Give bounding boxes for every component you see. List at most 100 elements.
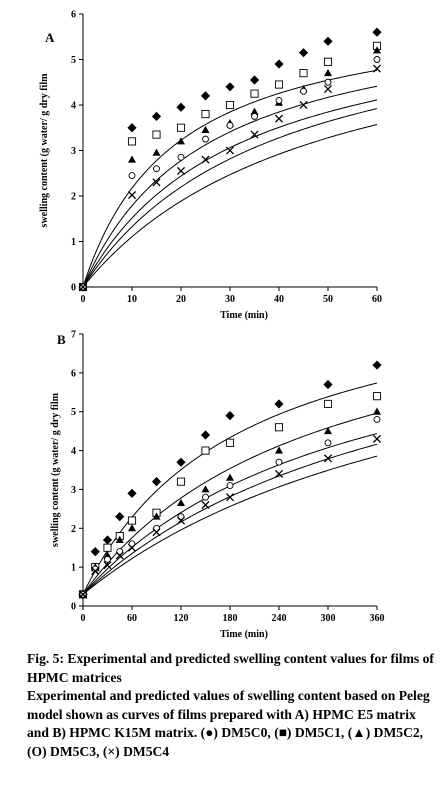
data-point — [102, 535, 113, 545]
data-point — [151, 111, 162, 121]
x-axis-label: Time (min) — [220, 310, 268, 321]
data-point — [275, 446, 283, 454]
data-point — [200, 91, 211, 101]
x-tick-label: 60 — [127, 613, 137, 624]
y-tick-label: 6 — [71, 368, 76, 379]
fit-curve-dm5c3 — [82, 108, 378, 288]
data-point — [128, 172, 136, 179]
data-point — [249, 75, 260, 85]
data-point — [323, 399, 333, 408]
series-dm5c0 — [78, 27, 382, 292]
y-tick-label: 3 — [71, 146, 76, 157]
x-tick-label: 60 — [372, 294, 382, 305]
data-point — [274, 59, 284, 69]
data-point — [104, 555, 111, 563]
data-point — [299, 100, 308, 110]
data-point — [127, 123, 137, 133]
data-point — [201, 446, 210, 455]
data-point — [275, 458, 283, 466]
x-tick-label: 180 — [223, 613, 238, 624]
data-point — [152, 130, 161, 139]
data-point — [200, 430, 211, 440]
data-point — [127, 191, 137, 200]
series-dm5c2 — [79, 407, 381, 598]
data-point — [176, 123, 186, 132]
data-point — [372, 360, 382, 370]
chart-panel-b: B 0 60 120 180 240 300 360 0 1 2 3 4 5 6 7 Time (min) sw… — [50, 330, 385, 641]
fit-curve-dm5c2 — [82, 99, 378, 288]
data-point — [372, 64, 382, 73]
series-dm5c1 — [78, 392, 382, 599]
y-tick-label: 2 — [71, 192, 76, 203]
data-point — [324, 78, 332, 86]
data-point — [201, 110, 210, 119]
data-point — [323, 57, 333, 66]
data-point — [226, 482, 234, 489]
x-tick-label: 0 — [81, 613, 86, 624]
data-point — [201, 155, 210, 164]
x-tick-label: 50 — [323, 294, 333, 305]
y-tick-label: 7 — [71, 330, 76, 341]
y-tick-label: 6 — [71, 10, 76, 21]
fit-curve-dm5c4 — [82, 124, 378, 288]
x-tick-label: 240 — [272, 613, 287, 624]
data-point — [274, 469, 284, 478]
series-dm5c4 — [78, 434, 382, 599]
series-dm5c1 — [78, 41, 382, 292]
data-point — [103, 543, 112, 552]
data-point — [176, 477, 186, 486]
data-point — [274, 423, 284, 432]
x-tick-label: 0 — [81, 294, 86, 305]
data-point — [152, 178, 161, 187]
data-point — [372, 392, 382, 401]
data-point — [177, 153, 185, 161]
y-tick-label: 1 — [71, 237, 76, 248]
data-point — [202, 135, 209, 143]
data-point — [201, 485, 210, 493]
data-point — [274, 114, 284, 123]
data-point — [176, 102, 186, 112]
data-point — [91, 566, 100, 576]
data-point — [128, 155, 136, 163]
data-point — [152, 528, 161, 537]
data-point — [115, 535, 124, 543]
data-point — [323, 454, 333, 463]
y-tick-label: 4 — [71, 446, 76, 457]
data-point — [127, 516, 137, 525]
data-point — [176, 166, 186, 176]
data-point — [324, 426, 332, 435]
y-tick-label: 0 — [71, 283, 76, 294]
chart-panel-a: A 0 10 20 30 40 50 60 0 1 2 3 4 5 6 Time (min) swelling… — [39, 10, 382, 322]
x-tick-label: 20 — [176, 294, 186, 305]
data-point — [298, 48, 309, 58]
data-point — [201, 125, 210, 134]
y-axis-label: swelling content (g water/ g dry film — [50, 392, 61, 547]
data-point — [250, 107, 259, 115]
data-point — [177, 137, 185, 145]
data-point — [275, 96, 283, 104]
y-tick-label: 5 — [71, 55, 76, 66]
data-point — [127, 137, 137, 146]
data-point — [153, 165, 160, 173]
data-point — [177, 498, 185, 507]
data-point — [103, 561, 112, 570]
x-tick-label: 120 — [174, 613, 189, 624]
fit-curve-dm5c4 — [82, 455, 378, 595]
data-point — [300, 87, 307, 95]
data-point — [225, 100, 235, 110]
x-tick-label: 30 — [225, 294, 235, 305]
data-point — [90, 547, 100, 557]
data-point — [251, 112, 258, 120]
y-tick-label: 4 — [71, 101, 76, 112]
data-point — [202, 493, 209, 501]
data-point — [78, 282, 88, 292]
x-tick-label: 10 — [127, 294, 137, 305]
data-point — [176, 516, 186, 525]
data-point — [152, 148, 161, 156]
data-point — [250, 89, 259, 98]
data-point — [274, 80, 284, 89]
data-point — [127, 543, 137, 552]
panel-label-a: A — [45, 30, 55, 45]
data-point — [373, 56, 381, 63]
caption-title: Fig. 5: Experimental and predicted swell… — [27, 651, 434, 685]
